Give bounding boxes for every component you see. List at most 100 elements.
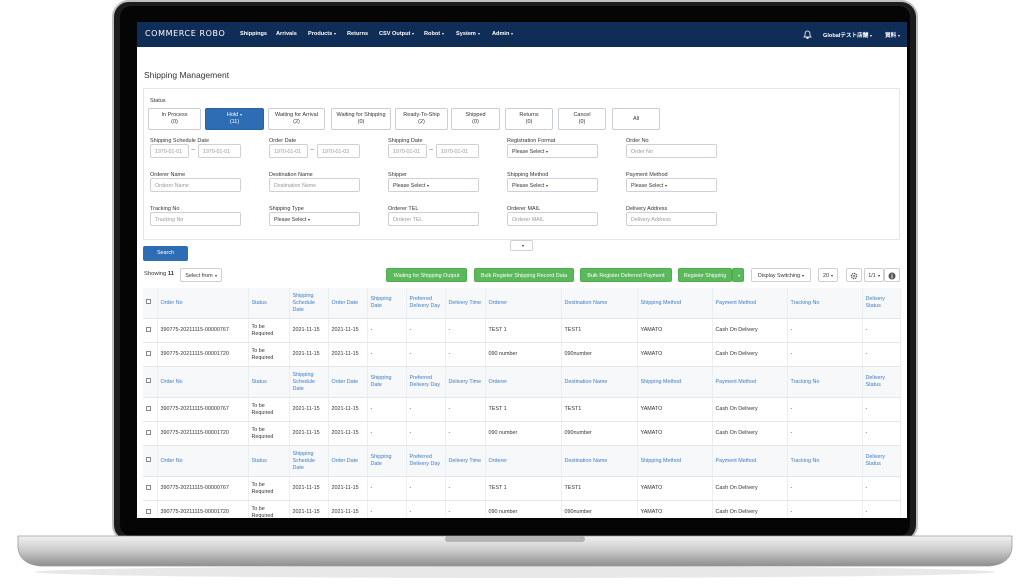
filter-input[interactable]: Destination Name <box>269 178 360 192</box>
header-cell[interactable]: Order Date <box>328 445 368 477</box>
info-button[interactable] <box>884 268 900 282</box>
action-button[interactable]: Register Shipping <box>678 268 732 282</box>
expand-toggle[interactable] <box>510 240 533 251</box>
header-cell[interactable]: Tracking No <box>787 288 863 319</box>
filter-select[interactable]: Please Select <box>507 178 598 192</box>
checkbox[interactable] <box>146 378 151 383</box>
action-button[interactable]: Bulk Register Shipping Record Data <box>474 268 574 282</box>
header-cell[interactable]: Delivery Time <box>445 366 486 398</box>
header-cell[interactable]: Shipping Schedule Date <box>289 288 329 319</box>
header-cell[interactable]: Orderer <box>485 366 562 398</box>
nav-item[interactable]: Robot <box>424 31 444 37</box>
header-cell[interactable]: Order No <box>157 366 249 398</box>
header-cell[interactable]: Destination Name <box>561 366 638 398</box>
settings-button[interactable] <box>846 268 862 282</box>
header-cell[interactable]: Shipping Date <box>367 288 407 319</box>
header-cell[interactable]: Shipping Method <box>637 445 713 477</box>
pager[interactable]: 1/1 <box>864 268 884 282</box>
checkbox[interactable] <box>146 405 151 411</box>
status-button[interactable]: Returns (0) <box>505 108 553 130</box>
filter-select[interactable]: Please Select <box>388 178 479 192</box>
header-cell[interactable]: Shipping Date <box>367 445 407 477</box>
date-from[interactable]: 1970-01-01 <box>388 144 427 158</box>
checkbox[interactable] <box>146 429 151 435</box>
header-cell[interactable]: Status <box>248 366 290 398</box>
filter-input[interactable]: Delivery Address <box>626 212 717 226</box>
header-cell[interactable]: Status <box>248 288 290 319</box>
header-cell[interactable]: Destination Name <box>561 288 638 319</box>
docs-menu[interactable]: 資料 <box>885 31 900 39</box>
nav-item[interactable]: Products <box>308 31 336 37</box>
bell-icon[interactable] <box>803 30 812 39</box>
order-link[interactable]: 390775-20211115-00000767 <box>157 318 249 343</box>
select-from[interactable]: Select from <box>180 268 222 282</box>
filter-input[interactable]: Orderer TEL <box>388 212 479 226</box>
header-cell[interactable]: Tracking No <box>787 445 863 477</box>
nav-item[interactable]: CSV Output <box>379 31 414 37</box>
header-cell[interactable]: Delivery Status <box>862 445 901 477</box>
header-cell[interactable]: Orderer <box>485 288 562 319</box>
header-cell[interactable]: Tracking No <box>787 366 863 398</box>
nav-item[interactable]: Arrivals <box>276 31 297 37</box>
filter-input[interactable]: Orderer MAIL <box>507 212 598 226</box>
order-link[interactable]: 390775-20211115-00000767 <box>157 397 249 422</box>
status-button[interactable]: All <box>612 108 660 130</box>
date-to[interactable]: 1970-01-01 <box>436 144 479 158</box>
logo[interactable]: COMMERCE ROBO <box>145 29 226 38</box>
header-cell[interactable]: Order No <box>157 445 249 477</box>
status-button[interactable]: Shipped (0) <box>451 108 500 130</box>
filter-input[interactable]: Tracking No <box>150 212 241 226</box>
header-cell[interactable]: Order Date <box>328 366 368 398</box>
header-cell[interactable]: Destination Name <box>561 445 638 477</box>
header-cell[interactable]: Order No <box>157 288 249 319</box>
checkbox[interactable] <box>146 457 151 462</box>
store-menu[interactable]: Globalテスト店舗 <box>823 31 872 39</box>
date-from[interactable]: 1970-01-01 <box>150 144 189 158</box>
order-link[interactable]: 390775-20211115-00001720 <box>157 342 249 367</box>
search-button[interactable]: Search <box>143 246 188 261</box>
status-button[interactable]: Waiting for Shipping (0) <box>331 108 391 130</box>
header-cell[interactable]: Delivery Status <box>862 366 901 398</box>
header-cell[interactable]: Order Date <box>328 288 368 319</box>
header-cell[interactable]: Payment Method <box>712 366 788 398</box>
filter-select[interactable]: Please Select <box>507 144 598 158</box>
status-button[interactable]: Waiting for Arrival (2) <box>268 108 325 130</box>
header-cell[interactable]: Payment Method <box>712 288 788 319</box>
checkbox[interactable] <box>146 484 151 490</box>
header-cell[interactable]: Shipping Date <box>367 366 407 398</box>
header-cell[interactable]: Shipping Schedule Date <box>289 445 329 477</box>
header-cell[interactable]: Preferred Delivery Day <box>406 288 446 319</box>
header-cell[interactable]: Payment Method <box>712 445 788 477</box>
order-link[interactable]: 390775-20211115-00001720 <box>157 421 249 446</box>
per-page[interactable]: 20 <box>818 268 838 282</box>
action-button[interactable]: Waiting for Shipping Output <box>386 268 467 282</box>
nav-item[interactable]: Admin <box>492 31 513 37</box>
nav-item[interactable]: Shippings <box>240 31 268 37</box>
checkbox[interactable] <box>146 299 151 304</box>
header-cell[interactable]: Orderer <box>485 445 562 477</box>
header-cell[interactable]: Delivery Time <box>445 288 486 319</box>
filter-input[interactable]: Order No <box>626 144 717 158</box>
status-button[interactable]: Ready-To-Ship (2) <box>395 108 448 130</box>
nav-item[interactable]: Returns <box>347 31 369 37</box>
action-button[interactable]: Bulk Register Deferred Payment <box>580 268 672 282</box>
status-button[interactable]: Cancel (0) <box>558 108 606 130</box>
date-to[interactable]: 1970-01-01 <box>198 144 241 158</box>
header-cell[interactable]: Preferred Delivery Day <box>406 366 446 398</box>
display-switching[interactable]: Display Switching <box>751 268 811 282</box>
checkbox[interactable] <box>146 326 151 332</box>
date-to[interactable]: 1970-01-03 <box>317 144 360 158</box>
header-cell[interactable]: Shipping Schedule Date <box>289 366 329 398</box>
filter-input[interactable]: Orderer Name <box>150 178 241 192</box>
order-link[interactable]: 390775-20211115-00000767 <box>157 476 249 501</box>
header-cell[interactable]: Delivery Status <box>862 288 901 319</box>
header-cell[interactable]: Delivery Time <box>445 445 486 477</box>
header-cell[interactable]: Shipping Method <box>637 288 713 319</box>
header-cell[interactable]: Preferred Delivery Day <box>406 445 446 477</box>
date-from[interactable]: 1970-01-01 <box>269 144 308 158</box>
filter-select[interactable]: Please Select <box>269 212 360 226</box>
checkbox[interactable] <box>146 508 151 514</box>
status-button[interactable]: In Process (0) <box>148 108 201 130</box>
nav-item[interactable]: System <box>456 31 480 37</box>
checkbox[interactable] <box>146 350 151 356</box>
